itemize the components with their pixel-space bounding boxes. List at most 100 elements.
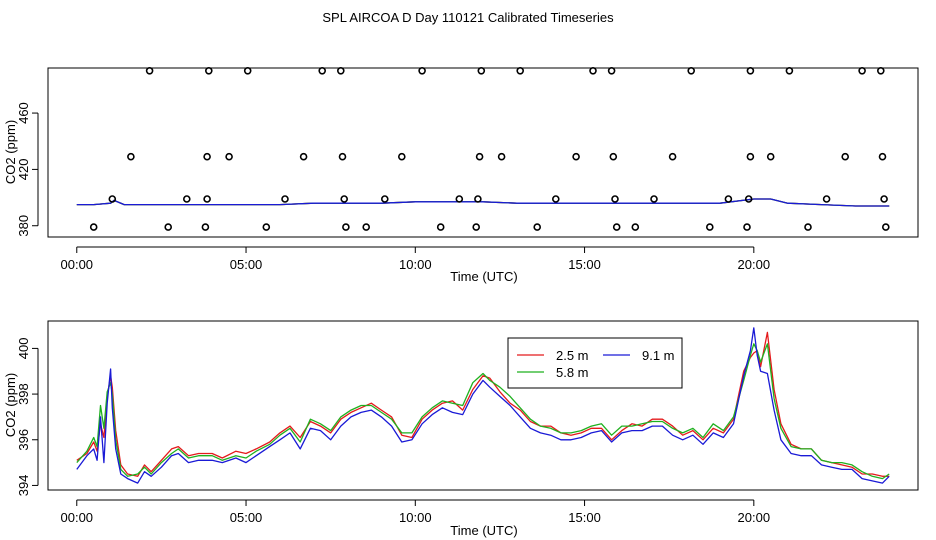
data-point [338,152,347,161]
bottom-x-axis: 00:00 05:00 10:00 15:00 20:00 [61,499,771,525]
data-point [318,67,327,75]
bottom-y-tick-label: 398 [16,383,31,405]
legend-box [507,337,683,389]
bottom-x-tick-label: 00:00 [61,510,94,525]
top-panel: 00:00 05:00 10:00 15:00 20:00 380 420 460 Time… [3,67,919,284]
data-point [724,195,733,203]
bottom-x-tick-label: 10:00 [399,510,432,525]
data-point [607,67,616,75]
data-point [589,67,597,75]
data-point [418,67,426,75]
data-point [650,195,658,203]
data-point [841,152,850,161]
legend: 2.5 m 9.1 m 5.8 m [507,337,683,389]
bottom-y-axis: 394 396 398 400 [16,338,39,497]
data-point [474,195,482,203]
top-x-tick-label: 15:00 [568,257,601,272]
data-point [455,195,464,203]
top-plot-frame [47,67,919,238]
data-point [281,195,289,203]
chart-title: SPL AIRCOA D Day 110121 Calibrated Times… [322,10,614,25]
data-point [612,223,621,231]
data-point [572,152,580,161]
bottom-y-axis-label: CO2 (ppm) [3,373,18,437]
data-point [497,152,506,161]
data-point [822,195,831,203]
bottom-series-9-1m [76,327,890,484]
data-point [705,223,714,231]
data-point [631,223,640,231]
top-y-axis: 380 420 460 [16,102,39,237]
top-y-tick-label: 460 [16,102,31,124]
top-x-tick-label: 20:00 [738,257,771,272]
data-point [876,67,885,75]
data-point [766,152,775,161]
data-point [243,67,252,75]
bottom-series-group [76,327,890,484]
data-point [880,195,888,203]
data-point [551,195,560,203]
bottom-series-5-8m [76,343,890,480]
data-point [164,223,172,231]
bottom-y-tick-label: 400 [16,338,31,360]
legend-label-5-8m: 5.8 m [556,365,589,380]
top-x-axis-label: Time (UTC) [450,269,517,284]
data-point [743,223,751,231]
data-point [108,195,117,203]
top-series-9-1m [76,198,890,207]
top-series-group [76,198,890,207]
data-point [858,67,866,75]
data-point [205,67,213,75]
top-y-tick-label: 380 [16,215,31,237]
legend-label-2-5m: 2.5 m [556,348,589,363]
data-point [878,152,887,161]
data-point [89,223,98,231]
bottom-x-axis-label: Time (UTC) [450,523,517,538]
data-point [533,223,542,231]
top-y-tick-label: 420 [16,159,31,181]
top-x-axis: 00:00 05:00 10:00 15:00 20:00 [61,246,771,272]
data-point [436,223,445,231]
data-point [262,223,271,231]
top-points-group [89,67,890,231]
top-x-tick-label: 10:00 [399,257,432,272]
data-point [342,223,350,231]
bottom-x-tick-label: 15:00 [568,510,601,525]
data-point [145,67,154,75]
bottom-y-tick-label: 396 [16,429,31,451]
data-point [611,195,619,203]
data-point [127,152,135,161]
bottom-plot-frame [47,320,919,491]
legend-label-9-1m: 9.1 m [642,348,675,363]
data-point [472,223,481,231]
data-point [746,67,755,75]
data-point [668,152,677,161]
top-y-axis-label: CO2 (ppm) [3,120,18,184]
data-point [477,67,486,75]
data-point [201,223,210,231]
data-point [804,223,812,231]
data-point [203,195,211,203]
data-point [336,67,345,75]
data-point [881,223,890,231]
bottom-series-2-5m [76,331,890,477]
data-point [203,152,211,161]
data-point [225,152,233,161]
bottom-x-tick-label: 20:00 [738,510,771,525]
top-x-tick-label: 00:00 [61,257,94,272]
data-point [475,152,484,161]
bottom-x-tick-label: 05:00 [230,510,263,525]
data-point [397,152,406,161]
data-point [744,195,753,203]
data-point [785,67,794,75]
data-point [687,67,696,75]
data-point [609,152,618,161]
data-point [746,152,755,161]
bottom-y-tick-label: 394 [16,475,31,497]
top-x-tick-label: 05:00 [230,257,263,272]
bottom-panel: 00:00 05:00 10:00 15:00 20:00 394 396 398 400 T… [3,320,919,538]
data-point [516,67,525,75]
data-point [299,152,308,161]
data-point [183,195,191,203]
